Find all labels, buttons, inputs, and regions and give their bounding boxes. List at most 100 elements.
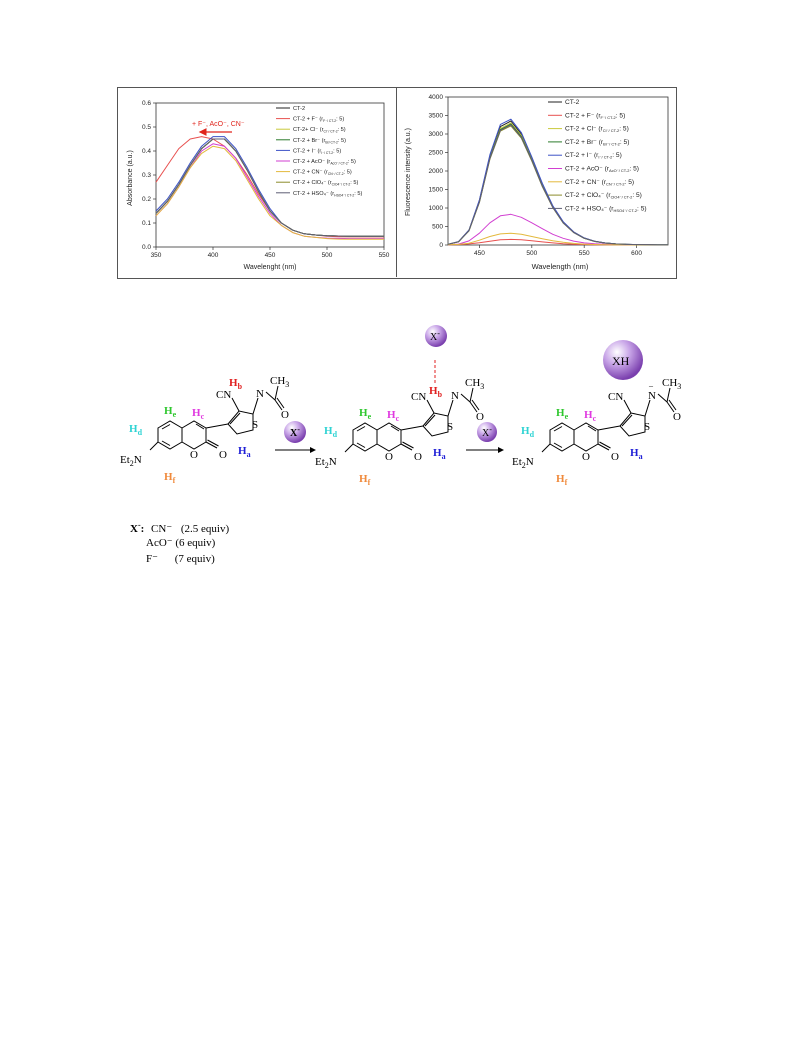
legend-entry: CT-2 + AcO⁻ (rAcO⁻/ CT-2: 5) bbox=[565, 166, 639, 174]
svg-text:Et2N: Et2N bbox=[315, 456, 337, 470]
svg-text:Hb: Hb bbox=[229, 377, 243, 391]
legend-entry: CT-2 + Cl⁻ (rCl⁻/ CT-2: 5) bbox=[565, 126, 629, 134]
h-f-label: Hf bbox=[164, 471, 176, 485]
svg-text:He: He bbox=[556, 407, 569, 421]
svg-text:Et2N: Et2N bbox=[512, 456, 534, 470]
thiophene-s-label: S bbox=[252, 419, 258, 431]
h-d-label: Hd bbox=[324, 425, 338, 439]
equiv-ion: AcO⁻ bbox=[146, 537, 173, 549]
diethylamino-label: Et2N bbox=[315, 456, 337, 470]
equiv-amount: (6 equiv) bbox=[175, 537, 216, 549]
equiv-amount: (7 equiv) bbox=[174, 553, 215, 565]
methyl-label: CH3 bbox=[270, 375, 289, 389]
lactone-o-label: O bbox=[414, 451, 422, 463]
diethylamino-label: Et2N bbox=[120, 454, 142, 468]
reaction-arrow-1: X- bbox=[275, 421, 316, 453]
equiv-heading: X-: bbox=[130, 520, 145, 535]
h-c-label: Hc bbox=[387, 409, 400, 423]
absorbance-chart: 350 400 450 500 550 0.0 0.1 0.2 0.3 0.4 0.5 0.6 CT-2… bbox=[127, 100, 390, 271]
svg-text:XH: XH bbox=[612, 354, 630, 368]
anionic-n-label: N– bbox=[648, 381, 656, 402]
svg-text:Hf: Hf bbox=[556, 473, 568, 487]
equiv-heading-row: X-: CN⁻ (2.5 equiv) bbox=[130, 520, 229, 536]
equiv-ion: F⁻ bbox=[146, 553, 158, 565]
h-f-label: Hf bbox=[359, 473, 371, 487]
series-line bbox=[447, 120, 668, 246]
absorbance-plot-area: 350 400 450 500 550 0.0 0.1 0.2 0.3 0.4 0.5 0.6 CT-2… bbox=[142, 100, 390, 259]
x-tick-label: 500 bbox=[322, 252, 333, 259]
legend-entry: CT-2 bbox=[565, 99, 580, 106]
ring-o-label: O bbox=[582, 451, 590, 463]
y-tick-label: 0.3 bbox=[142, 172, 151, 179]
x-tick-label: 350 bbox=[151, 252, 162, 259]
svg-text:Hf: Hf bbox=[359, 473, 371, 487]
y-tick-label: 500 bbox=[432, 224, 443, 231]
svg-text:Hc: Hc bbox=[192, 407, 205, 421]
xh-product: XH bbox=[603, 340, 643, 380]
ring-o-label: O bbox=[190, 449, 198, 461]
series-line bbox=[155, 145, 384, 240]
y-tick-label: 0.0 bbox=[142, 244, 151, 251]
series-line bbox=[447, 125, 668, 246]
equiv-ion: CN⁻ bbox=[151, 522, 173, 535]
legend-entry: CT-2 + I⁻ (rI⁻/ CT-2: 5) bbox=[565, 152, 622, 160]
equiv-amount: (2.5 equiv) bbox=[180, 522, 230, 535]
series-line bbox=[447, 124, 668, 246]
legend-entry: CT-2 + I⁻ (rI⁻/ CT-2: 5) bbox=[293, 148, 341, 155]
acetyl-n-label: N bbox=[451, 390, 459, 402]
y-tick-label: 1500 bbox=[429, 187, 444, 194]
x-tick-label: 400 bbox=[208, 252, 219, 259]
legend-entry: CT-2 + HSO₄⁻ (rHSO4⁻/ CT-2: 5) bbox=[565, 205, 647, 213]
carbonyl-o-label: O bbox=[476, 411, 484, 423]
svg-text:He: He bbox=[164, 405, 177, 419]
reaction-arrow-2: X- bbox=[466, 422, 504, 453]
y-tick-label: 3000 bbox=[429, 131, 444, 138]
legend-entry: CT-2 + ClO₄⁻ (rClO4⁻/ CT-2: 5) bbox=[565, 192, 642, 200]
x-tick-label: 550 bbox=[579, 250, 590, 257]
svg-text:Ha: Ha bbox=[630, 447, 643, 461]
svg-text:Hf: Hf bbox=[164, 471, 176, 485]
legend-entry: CT-2 + F⁻ (rF⁻/ CT-2: 5) bbox=[565, 112, 625, 120]
fluorescence-chart: 450 500 550 600 0 500 1000 1500 2000 2500 3000 3500… bbox=[405, 94, 669, 271]
absorbance-x-label: Wavelenght (nm) bbox=[243, 264, 296, 271]
cn-label: CN bbox=[411, 391, 426, 403]
legend-entry: CT-2 + CN⁻ (rCN⁻/ CT-2: 5) bbox=[293, 170, 352, 177]
fluorescence-y-label: Fluorescence intensity (a.u.) bbox=[405, 128, 412, 216]
svg-text:Hd: Hd bbox=[129, 423, 143, 437]
legend-entry: CT-2 + ClO₄⁻ (rClO4⁻/ CT-2: 5) bbox=[293, 180, 358, 187]
h-a-label: Ha bbox=[433, 447, 446, 461]
fluorescence-x-label: Wavelength (nm) bbox=[532, 262, 589, 271]
anion-equivalents-list: X-: CN⁻ (2.5 equiv) AcO⁻ (6 equiv) F⁻ (7… bbox=[130, 520, 229, 568]
x-tick-label: 450 bbox=[265, 252, 276, 259]
fluorescence-plot-area: 450 500 550 600 0 500 1000 1500 2000 2500 3000 3500… bbox=[429, 94, 669, 257]
cn-label: CN bbox=[608, 391, 623, 403]
legend-entry: CT-2 + CN⁻ (rCN⁻/ CT-2: 5) bbox=[565, 179, 634, 187]
y-tick-label: 0.1 bbox=[142, 220, 151, 227]
x-tick-label: 450 bbox=[474, 250, 485, 257]
h-c-label: Hc bbox=[192, 407, 205, 421]
svg-text:Hd: Hd bbox=[521, 425, 535, 439]
h-d-label: Hd bbox=[129, 423, 143, 437]
molecule-ct2-deprotonated: CN N– CH3 O S O O Ha Hc He Hd Hf Et2N bbox=[512, 377, 681, 487]
y-tick-label: 0.5 bbox=[142, 124, 151, 131]
legend-entry: CT-2 + Br⁻ (rBr⁻/ CT-2: 5) bbox=[565, 139, 629, 147]
h-e-label: He bbox=[164, 405, 177, 419]
cn-label: CN bbox=[216, 389, 231, 401]
svg-text:CH3: CH3 bbox=[270, 375, 289, 389]
equiv-row: F⁻ (7 equiv) bbox=[130, 552, 229, 568]
svg-text:Ha: Ha bbox=[238, 445, 251, 459]
thiophene-s-label: S bbox=[447, 421, 453, 433]
carbonyl-o-label: O bbox=[673, 411, 681, 423]
h-e-label: He bbox=[359, 407, 372, 421]
y-tick-label: 0.4 bbox=[142, 148, 151, 155]
legend-entry: CT-2 + AcO⁻ (rAcO⁻/ CT-2: 5) bbox=[293, 159, 356, 166]
legend-entry: CT-2 + HSO₄⁻ (rHSO4⁻/ CT-2: 5) bbox=[293, 191, 362, 198]
legend-entry: CT-2 + F⁻ (rF⁻/ CT-2: 5) bbox=[293, 117, 344, 124]
y-tick-label: 2000 bbox=[429, 168, 444, 175]
y-tick-label: 0 bbox=[439, 242, 443, 249]
series-line bbox=[155, 138, 384, 237]
methyl-label: CH3 bbox=[662, 377, 681, 391]
carbonyl-o-label: O bbox=[281, 409, 289, 421]
svg-text:Hd: Hd bbox=[324, 425, 338, 439]
ring-o-label: O bbox=[385, 451, 393, 463]
